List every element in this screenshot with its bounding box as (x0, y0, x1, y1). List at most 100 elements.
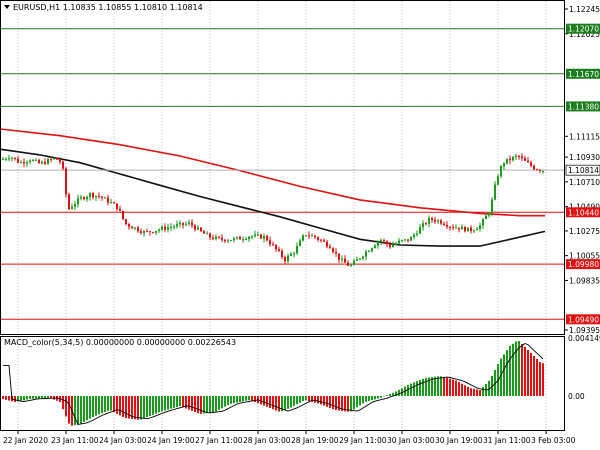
level-price-label: 1.10440 (568, 208, 599, 217)
candle-body (329, 246, 331, 249)
candle-body (128, 224, 130, 227)
price-tick-label: 1.10710 (569, 178, 600, 187)
candle-body (50, 159, 52, 161)
candle-body (404, 239, 406, 241)
time-tick-label: 28 Jan 19:00 (291, 436, 339, 445)
candle-body (68, 194, 70, 210)
candle-body (344, 258, 346, 263)
dropdown-arrow-icon[interactable] (4, 5, 10, 9)
candle-body (488, 213, 490, 216)
level-price-label: 1.11670 (568, 70, 599, 79)
time-tick-label: 24 Jan 03:00 (99, 436, 147, 445)
candle-body (290, 253, 292, 256)
candle-body (398, 240, 400, 244)
candle-body (71, 206, 73, 210)
candle-body (503, 163, 505, 167)
candle-body (494, 184, 496, 200)
level-price-label: 1.12070 (568, 25, 599, 34)
candle-body (455, 227, 457, 229)
candle-body (41, 161, 43, 164)
candle-body (224, 239, 226, 242)
candle-body (443, 223, 445, 225)
candle-body (332, 248, 334, 252)
candle-body (266, 235, 268, 241)
candle-body (77, 198, 79, 205)
candle-body (377, 241, 379, 246)
candle-body (347, 262, 349, 266)
current-price-tag (565, 164, 600, 176)
candle-body (251, 236, 253, 238)
time-tick-label: 27 Jan 11:00 (195, 436, 243, 445)
candle-body (461, 226, 463, 230)
price-tick-label: 1.10930 (569, 153, 600, 162)
candle-body (338, 253, 340, 260)
level-price-label: 1.09490 (568, 315, 599, 324)
candle-body (473, 230, 475, 232)
candle-body (206, 233, 208, 235)
candle-body (350, 264, 352, 266)
candle-body (359, 258, 361, 260)
candle-body (275, 244, 277, 250)
candle-body (89, 193, 91, 197)
candle-body (59, 159, 61, 162)
candle-body (116, 203, 118, 209)
candle-body (17, 158, 19, 163)
candle-body (125, 219, 127, 225)
candle-body (287, 255, 289, 262)
candle-body (527, 160, 529, 163)
price-tick-label: 1.09835 (569, 276, 600, 285)
candle-body (389, 244, 391, 248)
candle-body (368, 251, 370, 253)
price-tick-label: 1.10275 (569, 227, 600, 236)
candle-body (197, 227, 199, 230)
candle-body (410, 237, 412, 241)
candle-body (239, 237, 241, 240)
candle-body (170, 226, 172, 228)
candle-body (98, 195, 100, 197)
candle-body (263, 235, 265, 239)
candle-body (107, 197, 109, 203)
candle-body (320, 239, 322, 241)
candle-body (485, 215, 487, 220)
candle-body (401, 240, 403, 242)
candle-body (137, 227, 139, 232)
candle-body (542, 170, 544, 172)
candle-body (110, 202, 112, 204)
time-tick-label: 22 Jan 2020 (3, 436, 48, 445)
candle-body (392, 244, 394, 248)
symbol-info: EURUSD,H1 1.10835 1.10855 1.10810 1.1081… (13, 3, 203, 12)
candle-body (74, 204, 76, 207)
candle-body (215, 236, 217, 239)
candle-body (56, 157, 58, 160)
time-tick-label: 31 Jan 11:00 (483, 436, 531, 445)
candle-body (422, 223, 424, 228)
level-price-tag (566, 23, 600, 34)
candle-body (431, 218, 433, 220)
candle-body (113, 202, 115, 204)
candle-body (281, 250, 283, 257)
level-price-tag (566, 314, 600, 325)
candle-body (419, 227, 421, 234)
candle-body (104, 197, 106, 199)
candle-body (152, 232, 154, 234)
candle-body (335, 251, 337, 254)
time-tick-label: 29 Jan 11:00 (339, 436, 387, 445)
candle-body (437, 220, 439, 222)
current-price-label: 1.10814 (568, 166, 599, 175)
candle-body (257, 234, 259, 236)
candle-body (188, 222, 190, 224)
candle-body (221, 237, 223, 240)
candle-body (341, 258, 343, 260)
candle-body (296, 246, 298, 254)
candle-body (200, 227, 202, 232)
candle-body (449, 226, 451, 228)
candle-body (269, 240, 271, 245)
candle-body (506, 158, 508, 164)
candle-body (539, 169, 541, 171)
candle-body (428, 218, 430, 224)
candle-body (212, 237, 214, 239)
candle-body (5, 158, 7, 160)
candle-body (500, 166, 502, 177)
candle-body (452, 226, 454, 228)
